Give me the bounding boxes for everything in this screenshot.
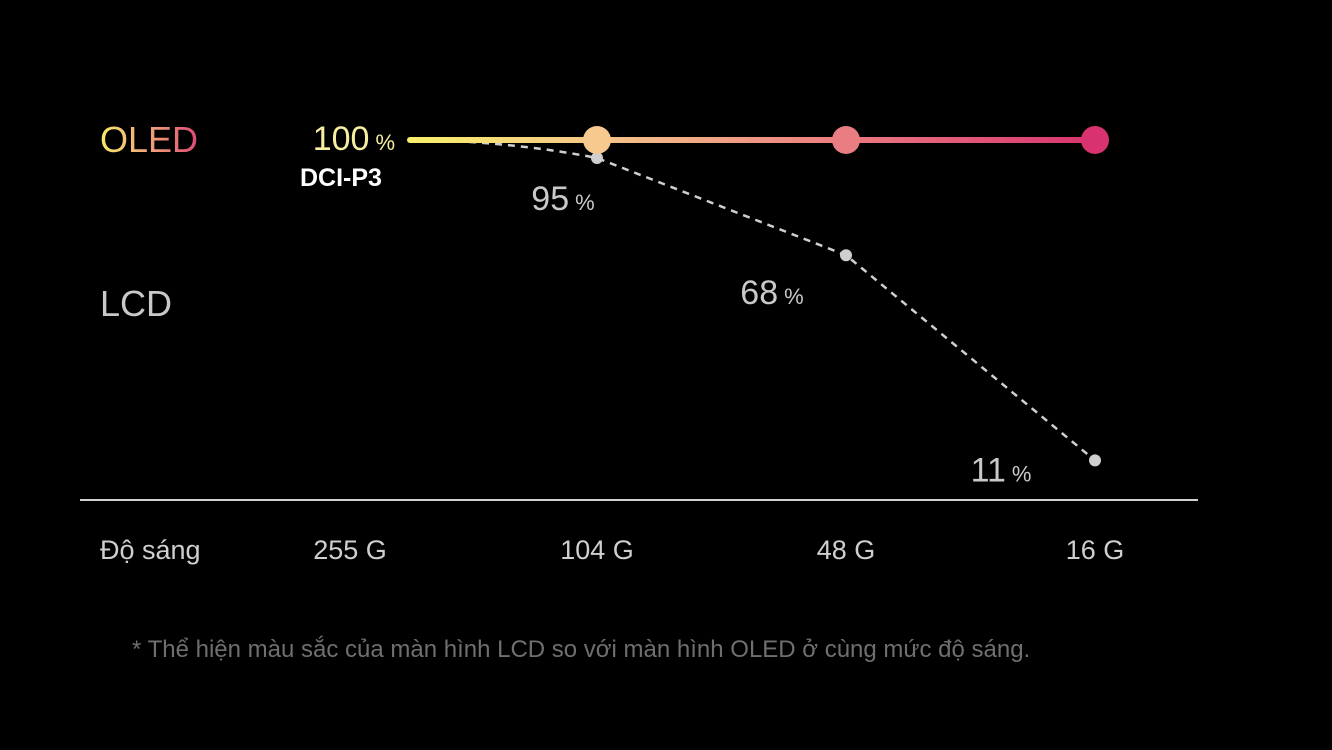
- lcd-point: [840, 249, 852, 262]
- series-label-oled: OLED: [100, 119, 198, 160]
- oled-point: [1081, 126, 1109, 154]
- x-axis-label: Độ sáng: [100, 535, 201, 565]
- series-label-lcd: LCD: [100, 283, 172, 324]
- x-tick-label: 48 G: [817, 535, 876, 565]
- footnote: * Thể hiện màu sắc của màn hình LCD so v…: [132, 636, 1031, 663]
- lcd-point: [1089, 454, 1101, 467]
- lcd-value-label: 95%: [531, 180, 594, 218]
- dci-p3-label: DCI-P3: [300, 164, 382, 192]
- lcd-value-label: 11%: [971, 451, 1032, 489]
- lcd-value-label: 68%: [740, 274, 803, 312]
- x-tick-label: 104 G: [560, 535, 634, 565]
- x-tick-label: 16 G: [1066, 535, 1125, 565]
- start-value-label: 100%: [313, 120, 395, 158]
- oled-point: [832, 126, 860, 154]
- oled-point: [583, 126, 611, 154]
- lcd-point: [591, 152, 603, 164]
- x-tick-label: 255 G: [313, 535, 387, 565]
